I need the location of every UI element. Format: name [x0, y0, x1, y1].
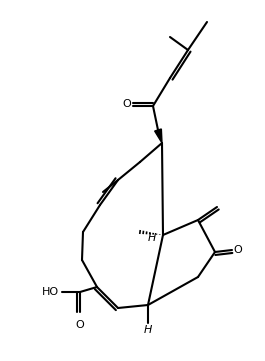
Text: H: H: [144, 325, 152, 335]
Text: O: O: [234, 245, 242, 255]
Text: HO: HO: [41, 287, 59, 297]
Text: O: O: [76, 320, 84, 330]
Polygon shape: [155, 129, 162, 143]
Text: H: H: [148, 233, 156, 243]
Text: O: O: [123, 99, 131, 109]
